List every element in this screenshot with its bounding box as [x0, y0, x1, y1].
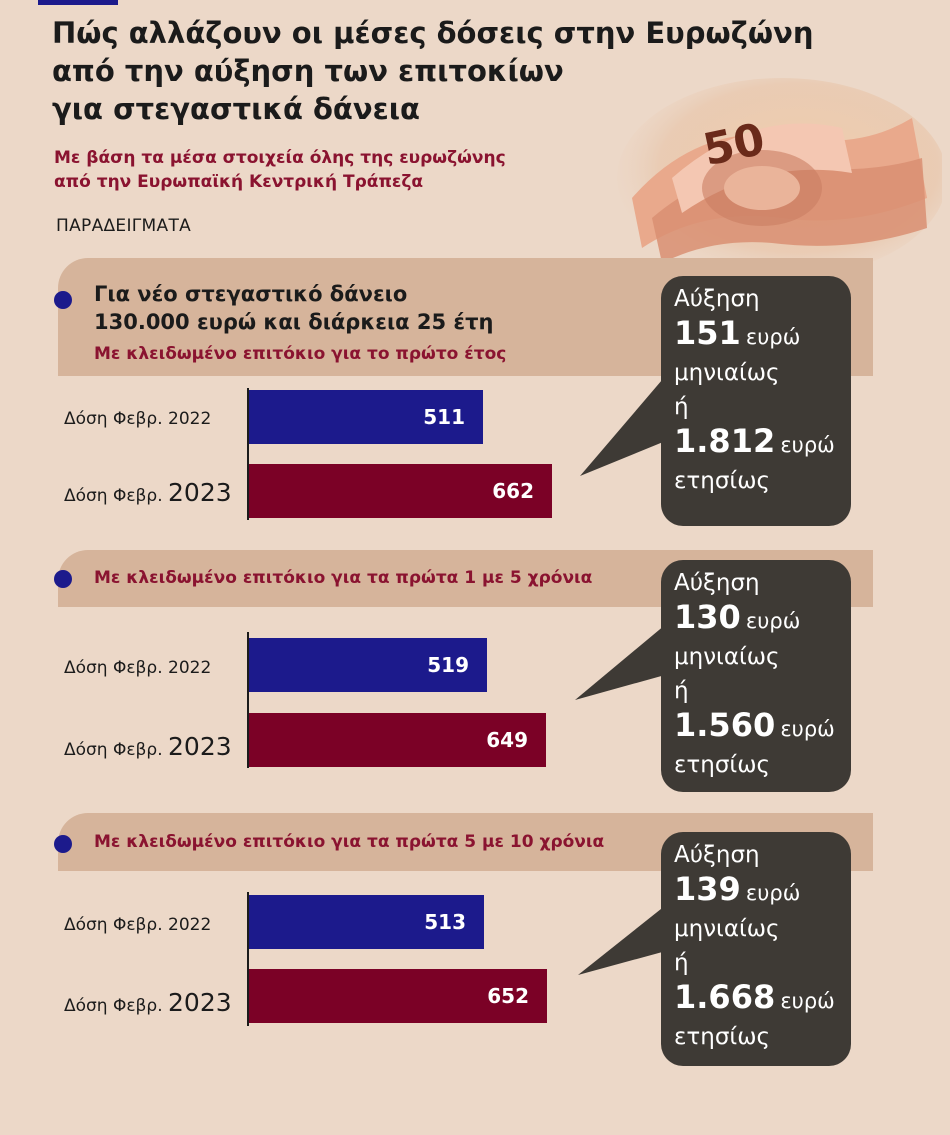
- top-accent-rule: [38, 0, 118, 5]
- row-label-2022: Δόση Φεβρ. 2022: [64, 409, 212, 429]
- row-label-2023: Δόση Φεβρ. 2023: [64, 478, 232, 507]
- callout-or: ή: [674, 394, 689, 420]
- callout-pointer: [578, 905, 666, 975]
- callout-yearly-value: 1.668: [674, 978, 776, 1016]
- row-label-2023: Δόση Φεβρ. 2023: [64, 732, 232, 761]
- row-label-2022: Δόση Φεβρ. 2022: [64, 915, 212, 935]
- callout-increase-label: Αύξηση: [674, 286, 760, 312]
- bar-2022: 519: [249, 638, 487, 692]
- callout-monthly-word: μηνιαίως: [674, 644, 780, 670]
- page-subtitle: Με βάση τα μέσα στοιχεία όλης της ευρωζώ…: [54, 148, 506, 192]
- callout-monthly-word: μηνιαίως: [674, 360, 780, 386]
- bar-value-label: 652: [487, 984, 529, 1008]
- bar-value-label: 513: [424, 910, 466, 934]
- bar-axis-line: [247, 632, 249, 768]
- row-label-2023-year: 2023: [168, 732, 232, 761]
- callout-monthly-value: 151: [674, 314, 741, 352]
- callout-yearly-word: ετησίως: [674, 1024, 770, 1050]
- callout-increase-label: Αύξηση: [674, 570, 760, 596]
- bar-value-label: 662: [492, 479, 534, 503]
- callout-monthly-value: 130: [674, 598, 741, 636]
- callout-pointer: [575, 625, 665, 700]
- section-bullet-2: [54, 570, 72, 588]
- bar-2023: 652: [249, 969, 547, 1023]
- callout-yearly-unit: ευρώ: [780, 989, 835, 1013]
- callout-yearly-unit: ευρώ: [780, 433, 835, 457]
- row-label-2023-year: 2023: [168, 478, 232, 507]
- bar-axis-line: [247, 892, 249, 1026]
- callout-monthly-word: μηνιαίως: [674, 916, 780, 942]
- page-title: Πώς αλλάζουν οι μέσες δόσεις στην Ευρωζώ…: [52, 16, 814, 126]
- callout-monthly-unit: ευρώ: [745, 609, 801, 633]
- section-heading-1: Για νέο στεγαστικό δάνειο 130.000 ευρώ κ…: [94, 282, 494, 334]
- callout-box-2: Αύξηση 130 ευρώ μηνιαίως ή 1.560 ευρώ ετ…: [661, 560, 851, 792]
- callout-yearly-unit: ευρώ: [780, 717, 835, 741]
- section-subheading-2: Με κλειδωμένο επιτόκιο για τα πρώτα 1 με…: [94, 568, 593, 588]
- callout-yearly-value: 1.812: [674, 422, 776, 460]
- callout-yearly-value: 1.560: [674, 706, 776, 744]
- row-label-2022: Δόση Φεβρ. 2022: [64, 658, 212, 678]
- bar-2022: 513: [249, 895, 484, 949]
- bar-2022: 511: [249, 390, 483, 444]
- callout-box-1: Αύξηση 151 ευρώ μηνιαίως ή 1.812 ευρώ ετ…: [661, 276, 851, 526]
- callout-or: ή: [674, 950, 689, 976]
- callout-increase-label: Αύξηση: [674, 842, 760, 868]
- section-subheading-1: Με κλειδωμένο επιτόκιο για το πρώτο έτος: [94, 344, 507, 364]
- callout-box-3: Αύξηση 139 ευρώ μηνιαίως ή 1.668 ευρώ ετ…: [661, 832, 851, 1066]
- bar-value-label: 519: [427, 653, 469, 677]
- bar-2023: 662: [249, 464, 552, 518]
- banknote-number: 50: [699, 114, 769, 177]
- callout-monthly-value: 139: [674, 870, 741, 908]
- row-label-2023: Δόση Φεβρ. 2023: [64, 988, 232, 1017]
- callout-yearly-word: ετησίως: [674, 468, 770, 494]
- bar-value-label: 511: [423, 405, 465, 429]
- examples-label: ΠΑΡΑΔΕΙΓΜΑΤΑ: [56, 216, 192, 236]
- bar-2023: 649: [249, 713, 546, 767]
- callout-or: ή: [674, 678, 689, 704]
- banknote-illustration: 50: [617, 78, 942, 278]
- callout-monthly-unit: ευρώ: [745, 325, 801, 349]
- section-bullet-1: [54, 291, 72, 309]
- bar-axis-line: [247, 388, 249, 520]
- bar-value-label: 649: [486, 728, 528, 752]
- callout-pointer: [580, 380, 668, 476]
- callout-yearly-word: ετησίως: [674, 752, 770, 778]
- section-subheading-3: Με κλειδωμένο επιτόκιο για τα πρώτα 5 με…: [94, 832, 605, 852]
- row-label-2023-year: 2023: [168, 988, 232, 1017]
- section-bullet-3: [54, 835, 72, 853]
- callout-monthly-unit: ευρώ: [745, 881, 801, 905]
